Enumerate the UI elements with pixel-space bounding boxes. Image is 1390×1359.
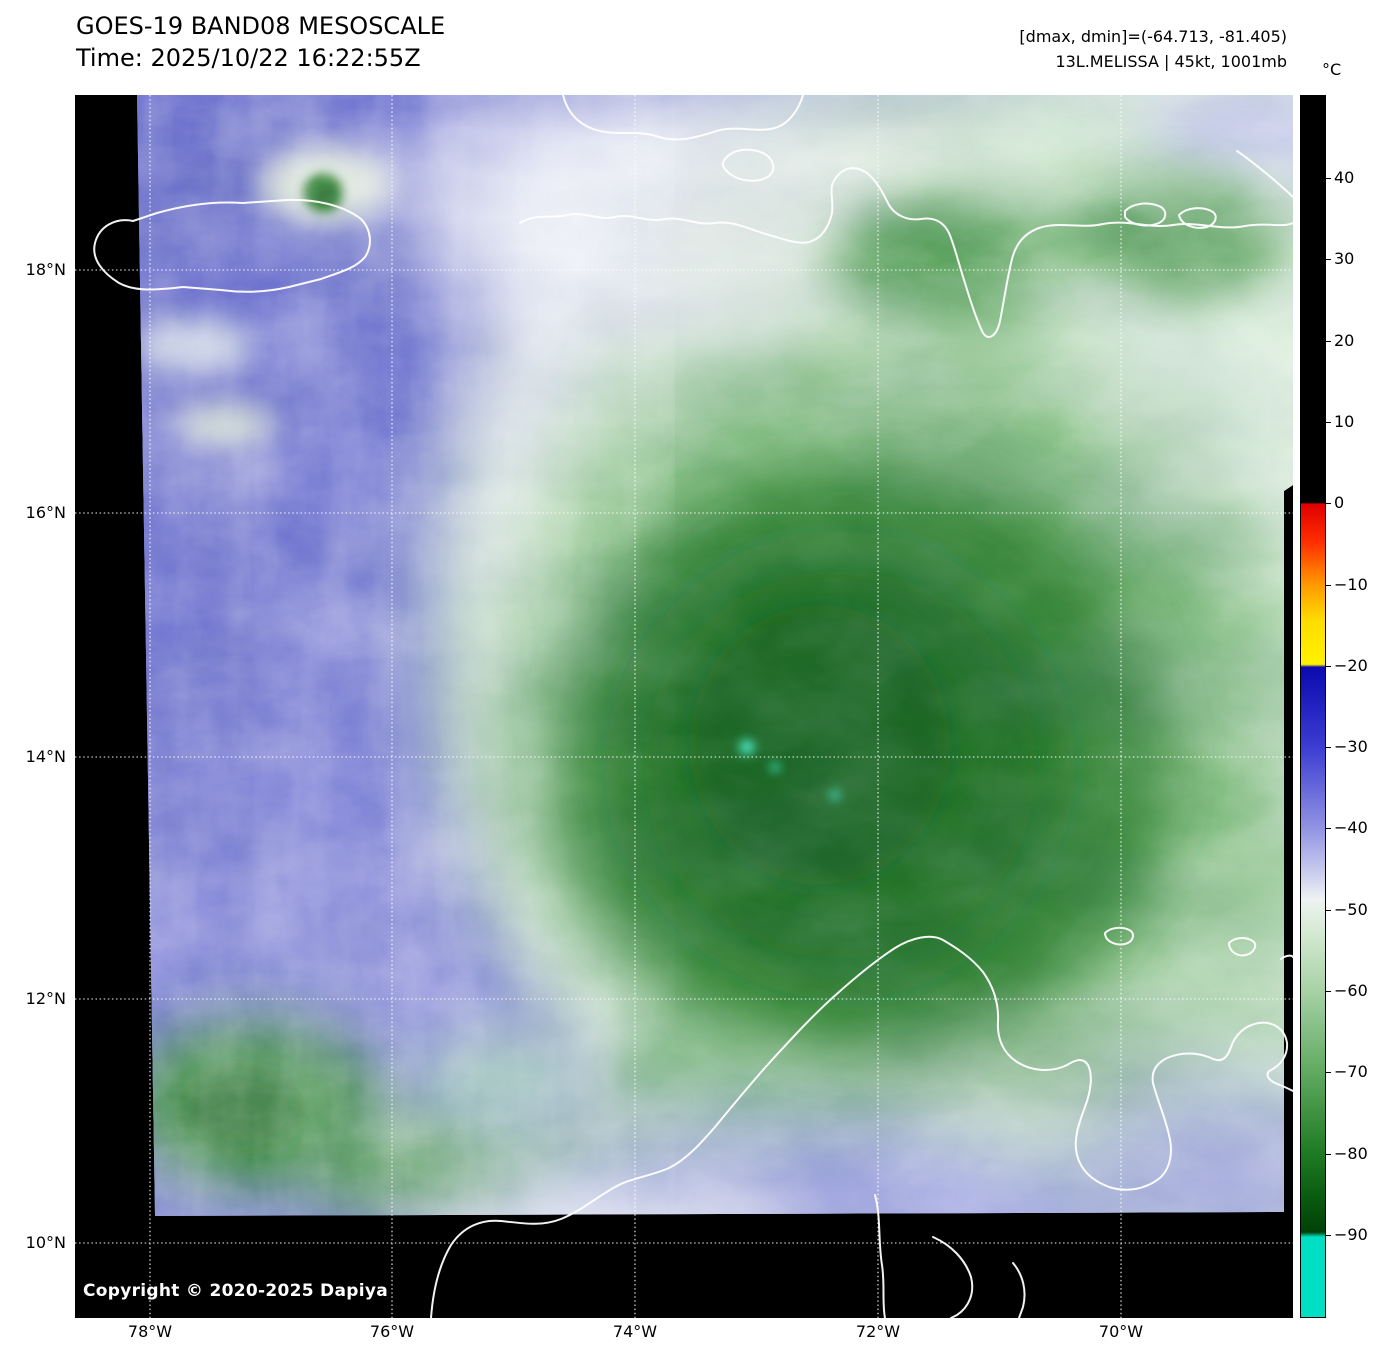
colorbar-tick xyxy=(1326,259,1331,260)
colorbar-tick xyxy=(1326,1072,1331,1073)
colorbar-tick-label: −40 xyxy=(1334,818,1368,837)
colorbar-tick xyxy=(1326,991,1331,992)
coastline-hispaniola-south xyxy=(519,167,1293,338)
coastline-maracaibo-river-c xyxy=(1012,1262,1026,1318)
lon-label-72w: 72°W xyxy=(855,1322,901,1341)
coastline-north-haiti xyxy=(562,95,804,141)
colorbar-tick xyxy=(1326,828,1331,829)
colorbar-tick-label: −80 xyxy=(1334,1144,1368,1163)
storm-info: 13L.MELISSA | 45kt, 1001mb xyxy=(1055,52,1287,71)
cloud-field xyxy=(137,95,1293,1216)
colorbar-tick-label: 20 xyxy=(1334,331,1355,350)
lon-label-76w: 76°W xyxy=(369,1322,415,1341)
colorbar-tick xyxy=(1326,503,1331,504)
colorbar-tick xyxy=(1326,910,1331,911)
copyright-label: Copyright © 2020-2025 Dapiya xyxy=(83,1281,388,1301)
colorbar-tick-label: 30 xyxy=(1334,249,1355,268)
colorbar-tick-label: 40 xyxy=(1334,168,1355,187)
lat-label-10n: 10°N xyxy=(25,1233,66,1252)
lon-label-70w: 70°W xyxy=(1098,1322,1144,1341)
colorbar-tick xyxy=(1326,1235,1331,1236)
figure-timestamp: Time: 2025/10/22 16:22:55Z xyxy=(76,44,421,72)
colorbar-tick xyxy=(1326,422,1331,423)
colorbar-tick-label: −30 xyxy=(1334,737,1368,756)
colorbar-tick-label: −20 xyxy=(1334,656,1368,675)
colorbar-tick xyxy=(1326,747,1331,748)
colorbar-gradient xyxy=(1301,96,1325,1317)
colorbar-tick xyxy=(1326,585,1331,586)
coastline-aruba xyxy=(1104,926,1134,946)
coastlines xyxy=(93,95,1293,1318)
colorbar-tick-label: 10 xyxy=(1334,412,1355,431)
coastline-islet-a xyxy=(1124,202,1167,227)
map-panel: Copyright © 2020-2025 Dapiya xyxy=(75,95,1293,1318)
coastline-maracaibo-river-b xyxy=(932,1236,974,1318)
lon-label-78w: 78°W xyxy=(127,1322,173,1341)
lon-label-74w: 74°W xyxy=(612,1322,658,1341)
lat-label-14n: 14°N xyxy=(25,747,66,766)
satellite-imagery xyxy=(75,95,1293,1318)
coastline-gonave-island xyxy=(721,148,775,182)
figure-title: GOES-19 BAND08 MESOSCALE xyxy=(76,12,446,40)
colorbar-tick-label: −50 xyxy=(1334,900,1368,919)
colorbar-tick xyxy=(1326,1154,1331,1155)
colorbar-tick-label: −70 xyxy=(1334,1062,1368,1081)
coastline-maracaibo-river-a xyxy=(874,1194,886,1318)
gridlines xyxy=(75,95,1293,1318)
dmax-dmin-readout: [dmax, dmin]=(-64.713, -81.405) xyxy=(1019,27,1287,46)
colorbar-tick xyxy=(1326,178,1331,179)
lat-label-18n: 18°N xyxy=(25,260,66,279)
coastline-jamaica xyxy=(93,198,371,293)
coastline-bonaire xyxy=(1280,954,1293,960)
colorbar-tick xyxy=(1326,666,1331,667)
colorbar-tick-label: 0 xyxy=(1334,493,1345,512)
colorbar-unit-label: °C xyxy=(1322,60,1342,79)
colorbar-tick-label: −60 xyxy=(1334,981,1368,1000)
lat-label-16n: 16°N xyxy=(25,503,66,522)
colorbar-tick xyxy=(1326,341,1331,342)
coastline-topright-fragment xyxy=(1236,150,1293,198)
colorbar-tick-label: −10 xyxy=(1334,575,1368,594)
colorbar-tick-label: −90 xyxy=(1334,1225,1368,1244)
coastline-islet-b xyxy=(1178,207,1217,229)
coastline-curacao xyxy=(1228,937,1257,957)
coastline-south-america xyxy=(430,935,1293,1318)
colorbar xyxy=(1300,95,1326,1318)
lat-label-12n: 12°N xyxy=(25,989,66,1008)
